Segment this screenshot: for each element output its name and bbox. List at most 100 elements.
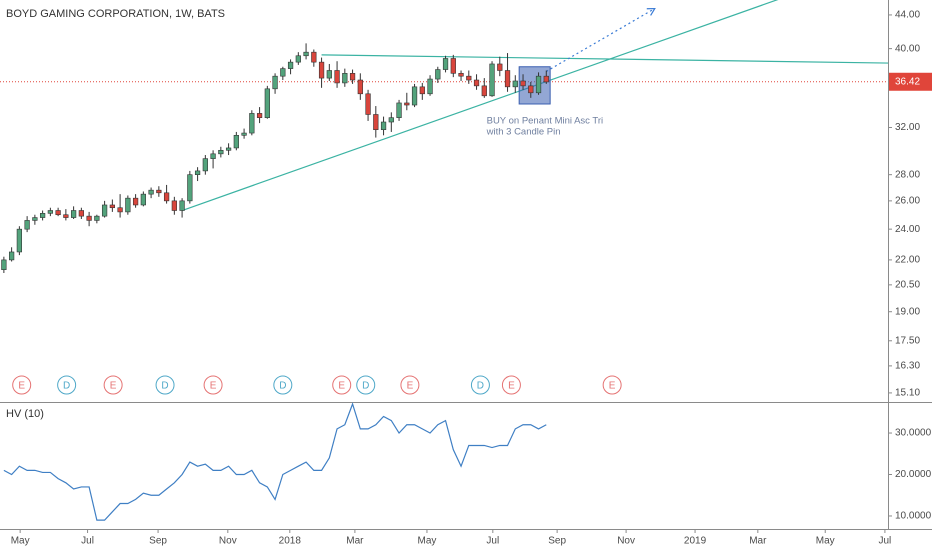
candle-body bbox=[404, 102, 410, 106]
y-tick-label: 24.00 bbox=[895, 224, 920, 235]
candle-body bbox=[8, 251, 15, 261]
candle-body bbox=[411, 86, 418, 106]
candle-body bbox=[520, 80, 526, 87]
x-tick-label: Sep bbox=[548, 536, 566, 547]
candle-body bbox=[481, 85, 487, 97]
candle-body bbox=[489, 63, 495, 97]
x-tick-label: May bbox=[816, 536, 835, 547]
candle-body bbox=[109, 204, 115, 209]
candle-body bbox=[39, 213, 46, 218]
candle-body bbox=[473, 79, 480, 87]
last-price-label: 36.42 bbox=[895, 76, 920, 87]
event-label: D bbox=[477, 381, 484, 392]
candle-body bbox=[132, 197, 139, 206]
candle-body bbox=[504, 70, 511, 88]
candle-body bbox=[334, 70, 340, 84]
annotation-text: BUY on Penant Mini Asc Tri bbox=[487, 115, 604, 126]
candle-body bbox=[24, 220, 30, 230]
arrow-head bbox=[646, 7, 656, 16]
candle-body bbox=[16, 228, 22, 253]
candle-body bbox=[78, 210, 84, 217]
event-label: D bbox=[161, 381, 168, 392]
candle-body bbox=[396, 102, 402, 118]
event-marker bbox=[155, 375, 175, 395]
x-tick-label: May bbox=[417, 536, 436, 547]
candle-body bbox=[419, 86, 425, 95]
candle-body bbox=[1, 259, 7, 270]
x-tick-label: Mar bbox=[749, 536, 767, 547]
candle-body bbox=[512, 80, 518, 88]
y-tick-label: 16.30 bbox=[895, 361, 920, 372]
x-tick-label: 2018 bbox=[279, 536, 302, 547]
x-tick-label: Nov bbox=[219, 536, 237, 547]
candle-body bbox=[528, 85, 534, 94]
candle-body bbox=[241, 132, 247, 136]
candle-body bbox=[373, 114, 379, 131]
candle-body bbox=[311, 51, 317, 63]
x-tick-label: 2019 bbox=[684, 536, 707, 547]
drawing-line bbox=[321, 54, 889, 64]
event-marker bbox=[12, 375, 32, 395]
candle-body bbox=[210, 153, 216, 159]
event-marker bbox=[356, 375, 376, 395]
candle-body bbox=[194, 170, 201, 175]
event-label: D bbox=[279, 381, 286, 392]
candle-body bbox=[295, 55, 301, 63]
candle-body bbox=[63, 214, 69, 218]
candle-body bbox=[171, 200, 177, 211]
drawing-line bbox=[181, 0, 779, 212]
candle-body bbox=[86, 215, 92, 221]
x-tick-label: Mar bbox=[346, 536, 364, 547]
candle-body bbox=[342, 73, 348, 84]
candle-body bbox=[357, 79, 363, 95]
candle-body bbox=[264, 88, 270, 118]
annotation-text: with 3 Candle Pin bbox=[486, 126, 561, 137]
event-marker bbox=[273, 375, 293, 395]
event-marker bbox=[400, 375, 420, 395]
candle-body bbox=[218, 149, 224, 155]
candle-body bbox=[47, 210, 53, 214]
candle-body bbox=[70, 210, 77, 218]
event-label: D bbox=[63, 381, 70, 392]
candle-body bbox=[287, 61, 294, 69]
candle-body bbox=[202, 158, 208, 172]
y-tick-label: 20.50 bbox=[895, 280, 920, 291]
candle-body bbox=[442, 58, 449, 70]
candle-body bbox=[101, 204, 108, 217]
x-tick-label: Jul bbox=[486, 536, 499, 547]
candle-body bbox=[280, 68, 286, 77]
candle-body bbox=[543, 75, 549, 83]
drawing-arrow bbox=[545, 8, 656, 72]
event-marker bbox=[57, 375, 77, 395]
event-marker bbox=[602, 375, 622, 395]
y-tick-label: 32.00 bbox=[895, 122, 920, 133]
event-label: E bbox=[210, 381, 217, 392]
candle-body bbox=[497, 63, 503, 71]
candle-body bbox=[249, 113, 255, 134]
event-marker bbox=[203, 375, 223, 395]
event-marker bbox=[501, 375, 521, 395]
y-tick-label: 10.0000 bbox=[895, 511, 932, 522]
candle-body bbox=[435, 69, 441, 80]
candle-body bbox=[466, 75, 472, 81]
event-label: E bbox=[508, 381, 515, 392]
event-marker bbox=[103, 375, 123, 395]
event-marker bbox=[470, 375, 490, 395]
indicator-title: HV (10) bbox=[6, 408, 44, 420]
candle-body bbox=[125, 197, 131, 213]
last-price-box bbox=[889, 72, 932, 91]
candle-body bbox=[233, 135, 239, 149]
y-tick-label: 40.00 bbox=[895, 43, 920, 54]
candle-body bbox=[256, 113, 263, 118]
candle-body bbox=[225, 147, 232, 151]
y-tick-label: 19.00 bbox=[895, 306, 920, 317]
x-tick-label: Jul bbox=[879, 536, 892, 547]
y-tick-label: 44.00 bbox=[895, 10, 920, 21]
candle-body bbox=[380, 121, 387, 131]
candle-body bbox=[388, 117, 394, 123]
y-tick-label: 17.50 bbox=[895, 335, 920, 346]
event-label: E bbox=[338, 381, 345, 392]
event-label: E bbox=[18, 381, 25, 392]
